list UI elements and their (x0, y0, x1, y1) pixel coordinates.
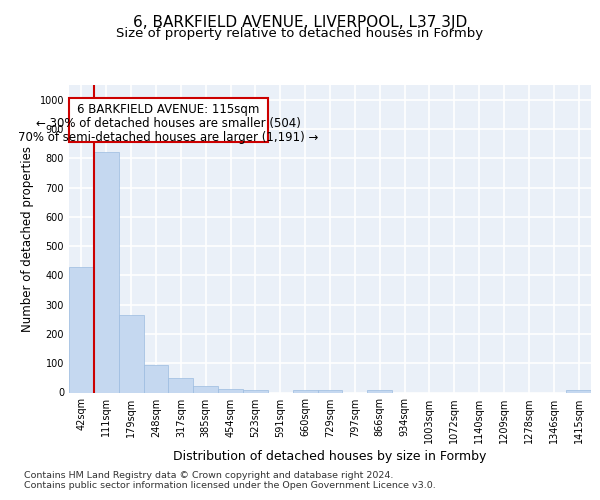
Bar (143, 366, 169, 392)
Text: 6 BARKFIELD AVENUE: 115sqm: 6 BARKFIELD AVENUE: 115sqm (77, 104, 260, 117)
Bar (193, 386, 218, 392)
Text: 70% of semi-detached houses are larger (1,191) →: 70% of semi-detached houses are larger (… (19, 131, 319, 144)
Bar (243, 390, 268, 392)
Text: Contains HM Land Registry data © Crown copyright and database right 2024.: Contains HM Land Registry data © Crown c… (24, 472, 394, 480)
Text: ← 30% of detached houses are smaller (504): ← 30% of detached houses are smaller (50… (36, 117, 301, 130)
Bar (94, 152, 119, 392)
Text: Contains public sector information licensed under the Open Government Licence v3: Contains public sector information licen… (24, 482, 436, 490)
Text: 6, BARKFIELD AVENUE, LIVERPOOL, L37 3JD: 6, BARKFIELD AVENUE, LIVERPOOL, L37 3JD (133, 15, 467, 30)
FancyBboxPatch shape (70, 98, 268, 142)
Bar (367, 390, 392, 392)
Bar (169, 378, 193, 392)
Bar (69, 266, 94, 392)
Bar (293, 390, 317, 392)
Bar (119, 315, 143, 392)
Text: Size of property relative to detached houses in Formby: Size of property relative to detached ho… (116, 28, 484, 40)
Bar (566, 390, 591, 392)
Bar (218, 388, 243, 392)
Y-axis label: Number of detached properties: Number of detached properties (21, 146, 34, 332)
X-axis label: Distribution of detached houses by size in Formby: Distribution of detached houses by size … (173, 450, 487, 463)
Bar (317, 390, 343, 392)
